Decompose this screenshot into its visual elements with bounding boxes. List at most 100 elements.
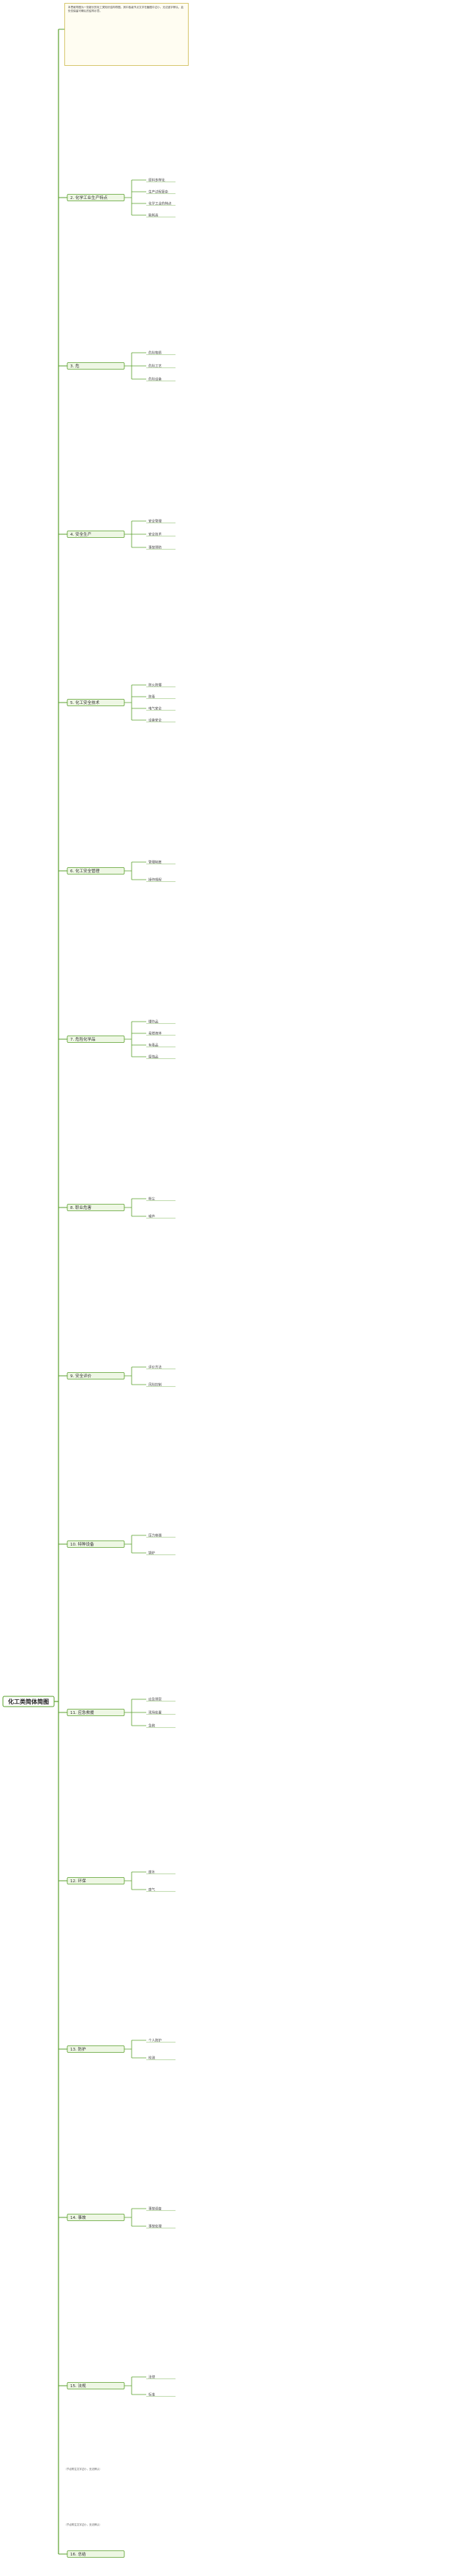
leaf-node-label[interactable]: 粉尘	[148, 1197, 155, 1202]
branch-node-box	[67, 362, 125, 370]
leaf-node-label[interactable]: 事故处理	[148, 2224, 162, 2229]
leaf-node-label[interactable]: 应急预案	[148, 1697, 162, 1702]
leaf-node-label[interactable]: 防火防爆	[148, 683, 162, 688]
root-node-box	[2, 1696, 55, 1707]
leaf-node-label[interactable]: 个人防护	[148, 2038, 162, 2043]
leaf-node-label[interactable]: 安全技术	[148, 532, 162, 537]
branch-node[interactable]: 9. 安全评价	[67, 1372, 125, 1379]
mind-map-nodes: 化工类简体简图1. 化学工业的分类按原料分类按产品分类2. 化学工业生产特点原料…	[2, 18, 172, 2558]
branch-node-label: 16. 总结	[70, 2551, 86, 2557]
sub-branch-link	[124, 2209, 132, 2226]
branch-node-box	[67, 2550, 125, 2558]
leaf-node-label[interactable]: 评价方法	[148, 1365, 162, 1370]
branch-node[interactable]: 16. 总结	[67, 2550, 125, 2558]
branch-node-box	[67, 194, 125, 201]
branch-node-box	[67, 1204, 125, 1211]
root-node-label: 化工类简体简图	[8, 1698, 49, 1705]
leaf-node-label[interactable]: 原料多样化	[148, 178, 165, 183]
sub-branch-link	[124, 1022, 132, 1057]
sub-branch-link	[124, 1199, 132, 1216]
leaf-node-label[interactable]: 风险控制	[148, 1382, 162, 1388]
branch-node-box	[67, 867, 125, 875]
branch-node-box	[67, 1372, 125, 1379]
leaf-node-label[interactable]: 急救	[148, 1723, 155, 1729]
sub-branch-link	[124, 685, 132, 720]
branch-node-label: 10. 特种设备	[70, 1541, 94, 1547]
branch-node[interactable]: 14. 事故	[67, 2214, 125, 2221]
leaf-node-label[interactable]: 锅炉	[148, 1551, 155, 1556]
sub-branch-link	[124, 1699, 132, 1726]
leaf-node-label[interactable]: 危险工艺	[148, 364, 162, 369]
sub-branch-link	[124, 2040, 132, 2058]
branch-node[interactable]: 12. 环保	[67, 1877, 125, 1884]
leaf-node-label[interactable]: 压力容器	[148, 1533, 162, 1538]
leaf-node-label[interactable]: 腐蚀品	[148, 1055, 159, 1060]
branch-node-box	[67, 1540, 125, 1548]
branch-node[interactable]: 7. 危险化学品	[67, 1036, 125, 1043]
leaf-node-label[interactable]: 危险物质	[148, 351, 162, 356]
branch-node-label: 2. 化学工业生产特点	[70, 195, 107, 201]
branch-node[interactable]: 11. 应急救援	[67, 1709, 125, 1716]
leaf-node-label[interactable]: 法律	[148, 2375, 155, 2380]
branch-node-label: 9. 安全评价	[70, 1373, 91, 1379]
branch-node-label: 7. 危险化学品	[70, 1036, 96, 1042]
branch-node[interactable]: 10. 特种设备	[67, 1540, 125, 1548]
leaf-node-label[interactable]: 有毒品	[148, 1043, 159, 1048]
branch-node[interactable]: 6. 化工安全管理	[67, 867, 125, 875]
branch-node[interactable]: 15. 法规	[67, 2382, 125, 2389]
branch-node[interactable]: 5. 化工安全技术	[67, 699, 125, 706]
branch-node-label: 13. 防护	[70, 2046, 86, 2052]
leaf-node-label[interactable]: 废水	[148, 1870, 155, 1875]
leaf-node-label[interactable]: 能耗高	[148, 213, 159, 218]
leaf-node-label[interactable]: 检测	[148, 2056, 155, 2061]
branch-node[interactable]: 13. 防护	[67, 2045, 125, 2053]
leaf-node-label[interactable]: 管理制度	[148, 860, 162, 865]
branch-node-box	[67, 1877, 125, 1884]
leaf-node-label[interactable]: 安全管理	[148, 519, 162, 524]
branch-node[interactable]: 8. 职业危害	[67, 1204, 125, 1211]
branch-node-label: 3. 危	[70, 363, 80, 369]
branch-node[interactable]: 3. 危	[67, 362, 125, 370]
leaf-node-label[interactable]: 爆炸品	[148, 1019, 159, 1025]
leaf-node-label[interactable]: 事故预防	[148, 545, 162, 550]
leaf-node-label[interactable]: 噪声	[148, 1214, 155, 1219]
leaf-node-label[interactable]: 防毒	[148, 694, 155, 700]
leaf-node-label[interactable]: 生产过程复杂	[148, 190, 168, 195]
branch-node-label: 11. 应急救援	[70, 1710, 94, 1715]
root-node[interactable]: 化工类简体简图	[2, 1696, 55, 1707]
branch-node-label: 6. 化工安全管理	[70, 868, 99, 874]
intro-note: 本思维导图为一张超长的化工类知识结构导图。其中各级节点文字在截图中过小，无法逐字…	[64, 3, 189, 66]
leaf-node-label[interactable]: 操作规程	[148, 877, 162, 883]
footer-note: （节点附注文字过小，无法辨认）	[64, 2523, 102, 2526]
footer-note: （节点附注文字过小，无法辨认）	[64, 2468, 102, 2471]
branch-node-box	[67, 1709, 125, 1716]
branch-node-box	[67, 531, 125, 538]
leaf-node-label[interactable]: 废气	[148, 1887, 155, 1892]
leaf-node-label[interactable]: 设备安全	[148, 718, 162, 723]
sub-branch-link	[124, 2377, 132, 2395]
branch-node-box	[67, 2045, 125, 2053]
branch-node[interactable]: 2. 化学工业生产特点	[67, 194, 125, 201]
leaf-node-label[interactable]: 易燃液体	[148, 1031, 162, 1036]
sub-branch-link	[124, 521, 132, 547]
branch-node-box	[67, 2382, 125, 2389]
branch-node-label: 15. 法规	[70, 2383, 86, 2389]
branch-node[interactable]: 4. 安全生产	[67, 531, 125, 538]
branch-node-label: 5. 化工安全技术	[70, 700, 99, 705]
intro-note-text: 本思维导图为一张超长的化工类知识结构导图。其中各级节点文字在截图中过小，无法逐字…	[68, 6, 184, 13]
branch-node-label: 8. 职业危害	[70, 1205, 91, 1210]
mind-map-links	[54, 20, 176, 2555]
branch-node-box	[67, 2214, 125, 2221]
branch-node-label: 4. 安全生产	[70, 531, 91, 537]
leaf-node-label[interactable]: 化学工业的特点	[148, 201, 172, 206]
leaf-node-label[interactable]: 危险设备	[148, 377, 162, 382]
leaf-node-label[interactable]: 电气安全	[148, 706, 162, 711]
leaf-node-label[interactable]: 现场处置	[148, 1710, 162, 1715]
sub-branch-link	[124, 1535, 132, 1553]
sub-branch-link	[124, 1872, 132, 1890]
leaf-node-label[interactable]: 事故调查	[148, 2206, 162, 2212]
branch-node-label: 12. 环保	[70, 1878, 86, 1884]
leaf-node-label[interactable]: 标准	[148, 2392, 155, 2397]
branch-node-label: 14. 事故	[70, 2214, 86, 2220]
